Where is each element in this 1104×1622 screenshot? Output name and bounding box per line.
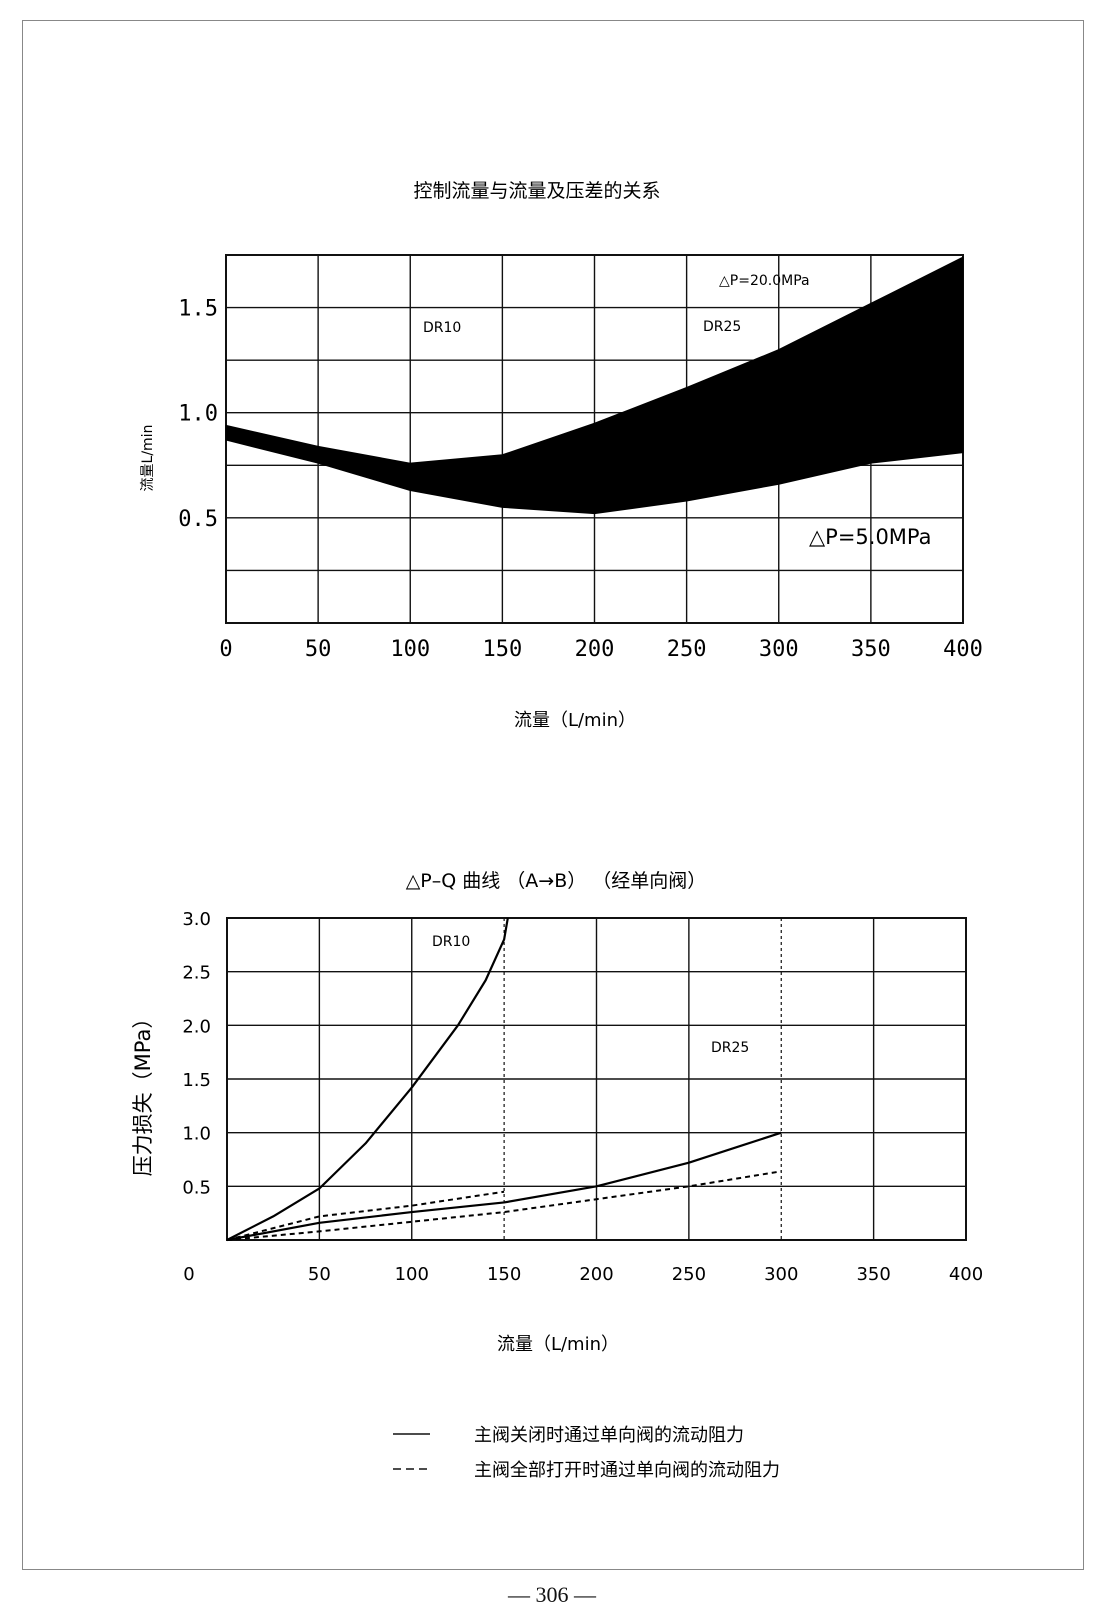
chart2-x-tick-label: 350 xyxy=(856,1264,890,1285)
chart2-y-tick-label: 1.0 xyxy=(182,1124,211,1145)
chart1-x-tick-label: 400 xyxy=(943,637,983,662)
chart1-label-dr10: DR10 xyxy=(423,320,461,336)
chart1-xlabel: 流量（L/min） xyxy=(514,710,636,731)
chart2-series-line-4 xyxy=(226,1170,782,1241)
legend-dashed-label: 主阀全部打开时通过单向阀的流动阻力 xyxy=(474,1460,780,1481)
chart2-plot-border xyxy=(226,917,967,1241)
chart1-ylabel: 流量L/min xyxy=(140,425,156,492)
chart1-y-tick-label: 1.5 xyxy=(178,297,218,322)
chart2-x-tick-label: 150 xyxy=(487,1264,521,1285)
chart1-x-tick-label: 0 xyxy=(219,637,232,662)
chart1-x-tick-label: 300 xyxy=(759,637,799,662)
chart2-series-line-3 xyxy=(226,1131,782,1242)
chart2-x-tick-label: 300 xyxy=(764,1264,798,1285)
chart1-x-tick-label: 100 xyxy=(390,637,430,662)
chart2-title: △P–Q 曲线 （A→B） （经单向阀） xyxy=(406,870,707,892)
chart1-label-dp-high: △P=20.0MPa xyxy=(719,273,810,289)
chart1-x-tick-label: 50 xyxy=(305,637,332,662)
chart2-y-tick-label: 2.0 xyxy=(182,1016,211,1037)
chart2-series-line-2 xyxy=(226,1190,505,1241)
page-frame xyxy=(22,20,1084,1570)
chart1-x-tick-label: 150 xyxy=(483,637,523,662)
chart2-y-tick-label: 3.0 xyxy=(182,909,211,930)
chart1-y-tick-label: 1.0 xyxy=(178,402,218,427)
chart2-label-dr25: DR25 xyxy=(711,1040,749,1056)
chart1-label-dr25: DR25 xyxy=(703,319,741,335)
page-number: — 306 — xyxy=(508,1582,596,1607)
chart1-x-tick-label: 350 xyxy=(851,637,891,662)
legend-solid-label: 主阀关闭时通过单向阀的流动阻力 xyxy=(474,1425,744,1446)
chart2-x-tick-label: 400 xyxy=(949,1264,983,1285)
chart2-x-tick-label: 100 xyxy=(395,1264,429,1285)
chart2-y-tick-label: 2.5 xyxy=(182,963,211,984)
chart2-x-tick-label: 250 xyxy=(672,1264,706,1285)
chart2-x-tick-label: 50 xyxy=(308,1264,331,1285)
chart2-xlabel: 流量（L/min） xyxy=(497,1334,619,1355)
chart1-title: 控制流量与流量及压差的关系 xyxy=(413,180,660,202)
chart1-y-tick-label: 0.5 xyxy=(178,507,218,532)
chart2-y-tick-label: 0.5 xyxy=(182,1177,211,1198)
chart1-x-tick-label: 200 xyxy=(575,637,615,662)
chart2-ylabel: 压力损失（MPa） xyxy=(131,1008,155,1177)
chart1-x-tick-label: 250 xyxy=(667,637,707,662)
chart2-x-tick-label: 0 xyxy=(183,1264,194,1285)
chart2-label-dr10: DR10 xyxy=(432,934,470,950)
chart2-x-tick-label: 200 xyxy=(579,1264,613,1285)
chart2-y-tick-label: 1.5 xyxy=(182,1070,211,1091)
chart2-series-line-1 xyxy=(226,917,509,1241)
chart1-flow-band xyxy=(225,256,964,515)
